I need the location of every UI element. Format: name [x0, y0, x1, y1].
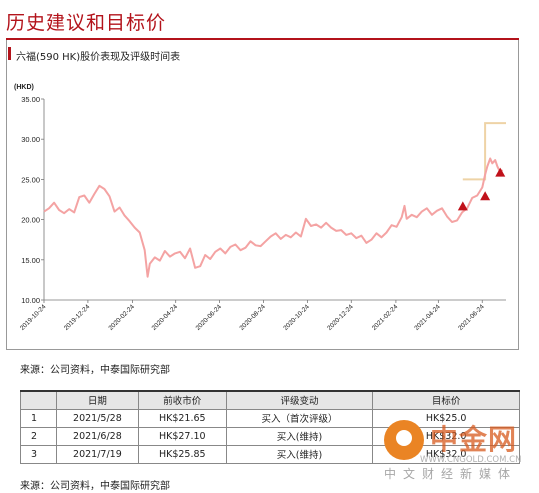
watermark-tagline: 中文财经新媒体 [384, 467, 518, 481]
x-tick-label: 2020-12-24 [326, 303, 355, 332]
watermark-url: WWW.CNGOLD.COM.CN [420, 455, 522, 465]
x-tick-label: 2020-06-24 [195, 303, 224, 332]
x-tick-label: 2020-08-24 [238, 303, 267, 332]
title-divider [6, 38, 519, 40]
chart-source-note: 来源：公司资料，中泰国际研究部 [20, 365, 170, 376]
header-rating-change: 评级变动 [225, 390, 374, 410]
y-tick-label: 35.00 [21, 95, 40, 104]
x-tick-label: 2019-10-24 [19, 303, 48, 332]
x-tick-label: 2020-02-24 [107, 303, 136, 332]
x-tick-label: 2021-02-24 [371, 303, 400, 332]
x-tick-label: 2019-12-24 [63, 303, 92, 332]
watermark-logo-center [396, 430, 412, 446]
table-header-row: 日期 前收市价 评级变动 目标价 [20, 390, 520, 410]
price-series-line [43, 157, 504, 278]
header-index [20, 390, 57, 410]
header-date: 日期 [55, 390, 139, 410]
chart-title: 六福(590 HK)股价表现及评级时间表 [16, 52, 181, 63]
header-target-price: 目标价 [372, 390, 520, 410]
row-date: 2021/5/28 [55, 408, 139, 428]
watermark-brand: 中金网 [430, 423, 518, 456]
y-axis-label: (HKD) [14, 84, 34, 91]
header-prev-close: 前收市价 [137, 390, 227, 410]
y-tick-label: 15.00 [21, 256, 40, 265]
row-date: 2021/7/19 [55, 444, 139, 464]
y-tick-label: 10.00 [21, 296, 40, 305]
row-rating: 买入(维持) [225, 444, 374, 464]
row-prev-close: HK$27.10 [137, 426, 227, 446]
chart-frame [6, 40, 519, 350]
stock-price-chart: (HKD) 10.00 15.00 20.00 25.00 30.00 35.00 2019-… [14, 84, 506, 332]
row-prev-close: HK$21.65 [137, 408, 227, 428]
x-tick-label: 2020-04-24 [151, 303, 180, 332]
y-tick-label: 20.00 [21, 216, 40, 225]
rating-marker [480, 191, 491, 201]
rating-marker [457, 201, 468, 211]
target-price-line [462, 122, 506, 181]
rating-marker [495, 167, 506, 177]
y-tick-label: 30.00 [21, 135, 40, 144]
row-index: 3 [20, 444, 57, 464]
row-index: 1 [20, 408, 57, 428]
rating-history-table: 日期 前收市价 评级变动 目标价 1 2021/5/28 HK$21.65 买入… [20, 390, 520, 464]
page-title: 历史建议和目标价 [6, 12, 167, 34]
table-source-note: 来源：公司资料，中泰国际研究部 [20, 481, 170, 492]
y-tick-label: 25.00 [21, 175, 40, 184]
row-index: 2 [20, 426, 57, 446]
row-rating: 买入(维持) [225, 426, 374, 446]
x-tick-label: 2020-10-24 [282, 303, 311, 332]
row-rating: 买入（首次评级） [225, 408, 374, 428]
x-tick-label: 2021-04-24 [413, 303, 442, 332]
row-prev-close: HK$25.85 [137, 444, 227, 464]
row-date: 2021/6/28 [55, 426, 139, 446]
chart-title-accent [8, 47, 11, 60]
x-tick-label: 2021-06-24 [457, 303, 486, 332]
